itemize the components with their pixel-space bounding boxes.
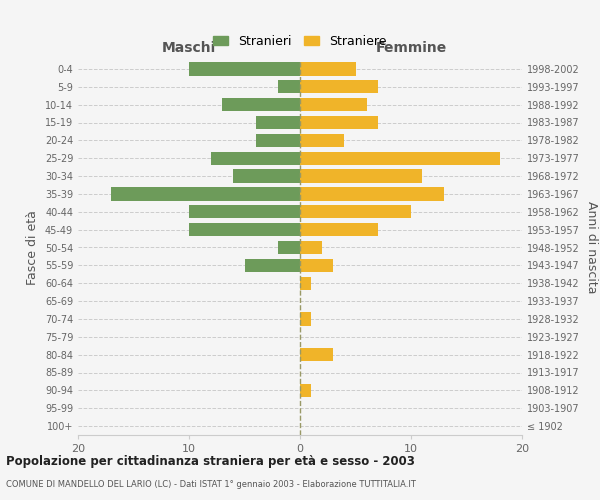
Bar [300, 170, 422, 183]
Bar [300, 205, 411, 218]
Bar [245, 258, 300, 272]
Text: Femmine: Femmine [376, 40, 446, 54]
Bar [300, 98, 367, 112]
Bar [189, 223, 300, 236]
Bar [300, 276, 311, 290]
Bar [300, 312, 311, 326]
Bar [211, 152, 300, 165]
Bar [300, 134, 344, 147]
Bar [222, 98, 300, 112]
Bar [300, 258, 334, 272]
Bar [300, 80, 378, 94]
Bar [189, 205, 300, 218]
Bar [278, 80, 300, 94]
Text: Popolazione per cittadinanza straniera per età e sesso - 2003: Popolazione per cittadinanza straniera p… [6, 455, 415, 468]
Y-axis label: Fasce di età: Fasce di età [26, 210, 39, 285]
Bar [300, 384, 311, 397]
Bar [111, 187, 300, 200]
Bar [256, 116, 300, 129]
Bar [300, 62, 355, 76]
Bar [300, 116, 378, 129]
Bar [300, 241, 322, 254]
Bar [300, 152, 500, 165]
Bar [278, 241, 300, 254]
Bar [189, 62, 300, 76]
Bar [300, 187, 444, 200]
Text: COMUNE DI MANDELLO DEL LARIO (LC) - Dati ISTAT 1° gennaio 2003 - Elaborazione TU: COMUNE DI MANDELLO DEL LARIO (LC) - Dati… [6, 480, 416, 489]
Text: Maschi: Maschi [162, 40, 216, 54]
Bar [233, 170, 300, 183]
Legend: Stranieri, Straniere: Stranieri, Straniere [207, 28, 393, 54]
Y-axis label: Anni di nascita: Anni di nascita [585, 201, 598, 294]
Bar [256, 134, 300, 147]
Bar [300, 348, 334, 362]
Bar [300, 223, 378, 236]
